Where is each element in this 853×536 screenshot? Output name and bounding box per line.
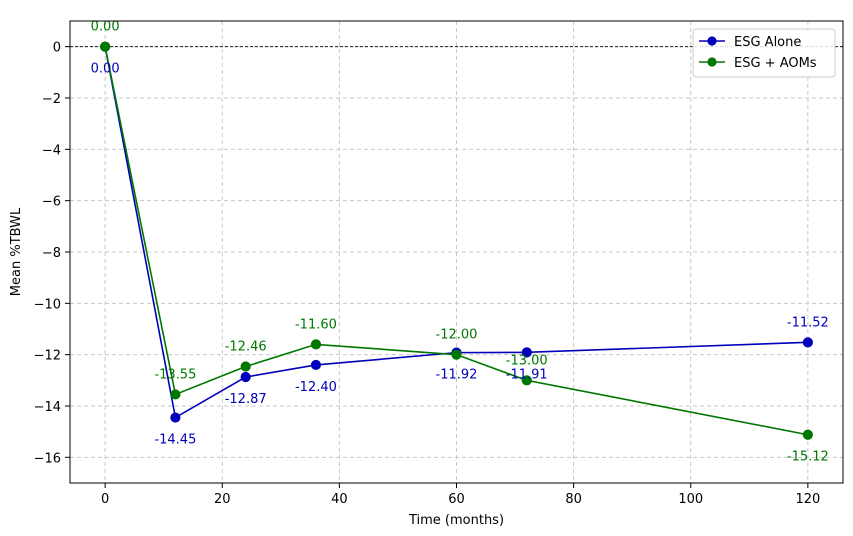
legend-marker <box>707 57 717 67</box>
y-tick-label: −10 <box>34 297 61 312</box>
data-label: -12.40 <box>295 380 337 395</box>
y-tick-label: −4 <box>42 143 61 158</box>
data-label: -13.55 <box>154 367 196 382</box>
data-label: -12.87 <box>225 392 267 407</box>
x-tick-label: 60 <box>448 492 465 507</box>
axis-ticks: 0 20 40 60 80 100 120 0 −2 −4 −6 −8 −10 −12 −14 −16 <box>34 41 821 507</box>
data-point <box>310 339 322 350</box>
y-tick-label: −8 <box>42 246 61 261</box>
legend-label: ESG Alone <box>734 35 801 50</box>
data-point <box>240 371 251 383</box>
x-tick-label: 80 <box>565 492 582 507</box>
x-axis-label: Time (months) <box>408 513 504 528</box>
data-label: -12.46 <box>225 339 267 354</box>
y-tick-label: −2 <box>42 92 61 107</box>
y-tick-label: 0 <box>53 41 61 56</box>
x-tick-label: 40 <box>331 492 348 507</box>
y-tick-label: −6 <box>42 195 61 210</box>
legend: ESG Alone ESG + AOMs <box>692 28 836 78</box>
data-label: -14.45 <box>154 433 196 448</box>
x-tick-label: 100 <box>678 492 703 507</box>
y-tick-label: −14 <box>34 400 61 415</box>
data-label: -11.60 <box>295 317 337 332</box>
legend-item-0: ESG Alone <box>699 35 801 50</box>
data-point <box>170 412 181 423</box>
x-tick-label: 120 <box>795 492 820 507</box>
legend-label: ESG + AOMs <box>734 56 817 71</box>
data-point <box>310 359 322 371</box>
data-point <box>521 347 532 358</box>
y-tick-label: −16 <box>34 451 61 466</box>
legend-items: ESG Alone ESG + AOMs <box>699 35 817 71</box>
data-label: 0.00 <box>91 62 120 77</box>
data-point <box>802 337 813 348</box>
data-label: -11.92 <box>436 368 478 383</box>
legend-item-1: ESG + AOMs <box>699 56 817 71</box>
data-point <box>451 349 462 360</box>
data-label: -12.00 <box>436 328 478 343</box>
y-axis-label: Mean %TBWL <box>9 207 24 296</box>
y-tick-label: −12 <box>34 349 61 364</box>
legend-box <box>692 28 836 78</box>
data-point <box>802 429 813 440</box>
x-tick-label: 20 <box>214 492 231 507</box>
series-group <box>100 41 813 440</box>
data-label: -15.12 <box>787 450 829 465</box>
data-label: -11.52 <box>787 315 829 330</box>
x-tick-label: 0 <box>101 492 109 507</box>
data-point <box>100 41 111 52</box>
data-label: -13.00 <box>506 353 548 368</box>
series-1 <box>100 41 813 440</box>
data-point <box>170 389 181 400</box>
data-label: 0.00 <box>91 20 120 35</box>
data-point <box>521 375 532 386</box>
data-point <box>240 361 251 372</box>
data-labels: 0.00 -14.45 -12.87 -12.40 -11.92 -11.91 -11.52… <box>91 20 829 465</box>
legend-marker <box>707 36 717 46</box>
data-label: -11.91 <box>506 367 548 382</box>
